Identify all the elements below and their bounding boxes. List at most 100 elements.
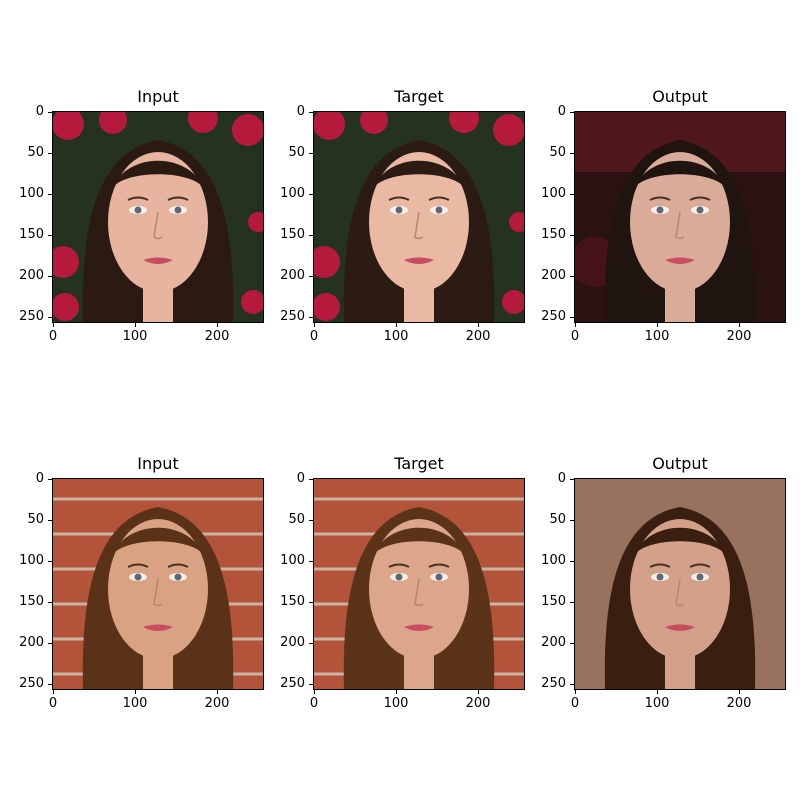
- x-tick-mark: [53, 690, 54, 694]
- x-tick-mark: [396, 323, 398, 327]
- y-tick-mark: [570, 479, 574, 480]
- x-tick-mark: [657, 323, 659, 327]
- y-tick-mark: [48, 643, 52, 645]
- y-tick-mark: [570, 276, 574, 278]
- y-tick-label: 250: [19, 309, 44, 325]
- y-tick-label: 200: [280, 268, 305, 284]
- y-tick-label: 250: [280, 676, 305, 692]
- face-photo: [52, 111, 264, 323]
- y-tick-label: 50: [27, 145, 44, 161]
- y-tick-mark: [309, 235, 313, 237]
- y-tick-label: 100: [541, 186, 566, 202]
- face-photo: [52, 478, 264, 690]
- face-image-panel: [313, 478, 525, 690]
- x-tick-label: 100: [383, 696, 409, 711]
- x-tick-label: 0: [48, 329, 58, 344]
- panel-title: Target: [394, 454, 444, 473]
- y-tick-label: 100: [19, 186, 44, 202]
- y-tick-mark: [48, 520, 52, 522]
- x-tick-mark: [478, 690, 480, 694]
- y-tick-label: 250: [541, 309, 566, 325]
- y-tick-label: 50: [549, 145, 566, 161]
- y-tick-label: 250: [541, 676, 566, 692]
- y-tick-label: 50: [288, 512, 305, 528]
- y-tick-mark: [309, 194, 313, 196]
- y-tick-label: 150: [280, 227, 305, 243]
- face-image-panel: [574, 111, 786, 323]
- x-tick-label: 200: [465, 329, 491, 344]
- panel-title: Output: [652, 87, 708, 106]
- x-tick-label: 100: [644, 329, 670, 344]
- face-photo: [574, 111, 786, 323]
- face-image-panel: [574, 478, 786, 690]
- y-tick-mark: [570, 643, 574, 645]
- y-tick-label: 0: [35, 104, 44, 119]
- y-tick-mark: [48, 317, 52, 319]
- y-tick-mark: [309, 479, 313, 480]
- x-tick-mark: [478, 323, 480, 327]
- y-tick-mark: [48, 602, 52, 604]
- y-tick-mark: [570, 684, 574, 686]
- panel-title: Output: [652, 454, 708, 473]
- y-tick-mark: [570, 317, 574, 319]
- y-tick-mark: [309, 276, 313, 278]
- y-tick-mark: [309, 602, 313, 604]
- y-tick-label: 0: [35, 471, 44, 486]
- y-tick-mark: [48, 684, 52, 686]
- y-tick-mark: [309, 112, 313, 113]
- y-tick-label: 0: [557, 471, 566, 486]
- y-tick-mark: [570, 520, 574, 522]
- y-tick-label: 100: [280, 186, 305, 202]
- x-tick-mark: [739, 323, 741, 327]
- x-tick-label: 200: [726, 329, 752, 344]
- y-tick-label: 150: [541, 594, 566, 610]
- x-tick-mark: [396, 690, 398, 694]
- y-tick-mark: [570, 561, 574, 563]
- x-tick-label: 200: [465, 696, 491, 711]
- y-tick-label: 200: [541, 635, 566, 651]
- y-tick-mark: [48, 235, 52, 237]
- y-tick-mark: [48, 194, 52, 196]
- y-tick-label: 150: [19, 594, 44, 610]
- y-tick-label: 100: [19, 553, 44, 569]
- y-tick-label: 50: [549, 512, 566, 528]
- x-tick-mark: [217, 690, 219, 694]
- x-tick-label: 100: [122, 696, 148, 711]
- y-tick-mark: [48, 479, 52, 480]
- y-tick-mark: [48, 112, 52, 113]
- x-tick-mark: [135, 323, 137, 327]
- x-tick-label: 100: [122, 329, 148, 344]
- y-tick-mark: [570, 235, 574, 237]
- y-tick-label: 150: [19, 227, 44, 243]
- y-tick-label: 200: [541, 268, 566, 284]
- face-image-panel: [52, 111, 264, 323]
- x-tick-mark: [575, 323, 576, 327]
- x-tick-label: 200: [726, 696, 752, 711]
- y-tick-label: 50: [27, 512, 44, 528]
- panel-title: Input: [137, 454, 179, 473]
- x-tick-label: 200: [204, 696, 230, 711]
- y-tick-mark: [309, 561, 313, 563]
- panel-title: Target: [394, 87, 444, 106]
- x-tick-mark: [657, 690, 659, 694]
- y-tick-mark: [48, 561, 52, 563]
- y-tick-mark: [570, 153, 574, 155]
- x-tick-label: 0: [309, 329, 319, 344]
- y-tick-label: 0: [296, 471, 305, 486]
- y-tick-mark: [48, 276, 52, 278]
- x-tick-label: 0: [309, 696, 319, 711]
- y-tick-label: 100: [541, 553, 566, 569]
- y-tick-label: 0: [296, 104, 305, 119]
- y-tick-mark: [570, 602, 574, 604]
- face-photo: [574, 478, 786, 690]
- y-tick-mark: [309, 520, 313, 522]
- y-tick-mark: [309, 684, 313, 686]
- y-tick-label: 250: [280, 309, 305, 325]
- face-image-panel: [52, 478, 264, 690]
- x-tick-label: 100: [644, 696, 670, 711]
- face-image-panel: [313, 111, 525, 323]
- x-tick-mark: [217, 323, 219, 327]
- y-tick-label: 0: [557, 104, 566, 119]
- y-tick-mark: [309, 153, 313, 155]
